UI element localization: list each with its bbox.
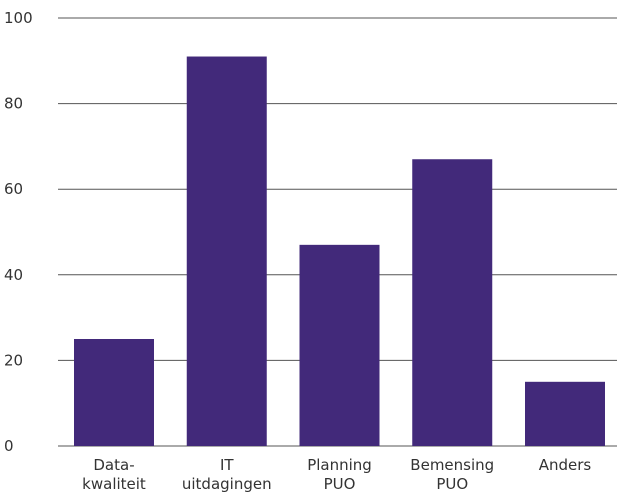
y-tick-label: 40: [4, 266, 23, 284]
bar-2: [299, 244, 380, 446]
bar-3: [412, 159, 493, 447]
x-category-label: PUO: [324, 475, 356, 493]
y-tick-label: 100: [4, 9, 33, 27]
y-tick-label: 20: [4, 351, 23, 369]
x-category-label: Planning: [307, 456, 372, 474]
y-axis-ticks: 0 20 40 60 80 100: [4, 9, 33, 455]
x-category-label: kwaliteit: [82, 475, 146, 493]
x-category-label: PUO: [436, 475, 468, 493]
x-category-label: Data-: [93, 456, 134, 474]
y-tick-label: 80: [4, 95, 23, 113]
bar-4: [525, 381, 605, 446]
bars: [74, 56, 605, 447]
x-axis-labels: Data-kwaliteitITuitdagingenPlanningPUOBe…: [82, 456, 591, 493]
y-tick-label: 60: [4, 180, 23, 198]
bar-1: [186, 56, 267, 447]
x-category-label: Anders: [539, 456, 592, 474]
bar-0: [74, 339, 154, 446]
x-category-label: Bemensing: [410, 456, 494, 474]
y-tick-label: 0: [4, 437, 14, 455]
x-category-label: IT: [220, 456, 234, 474]
x-category-label: uitdagingen: [182, 475, 272, 493]
